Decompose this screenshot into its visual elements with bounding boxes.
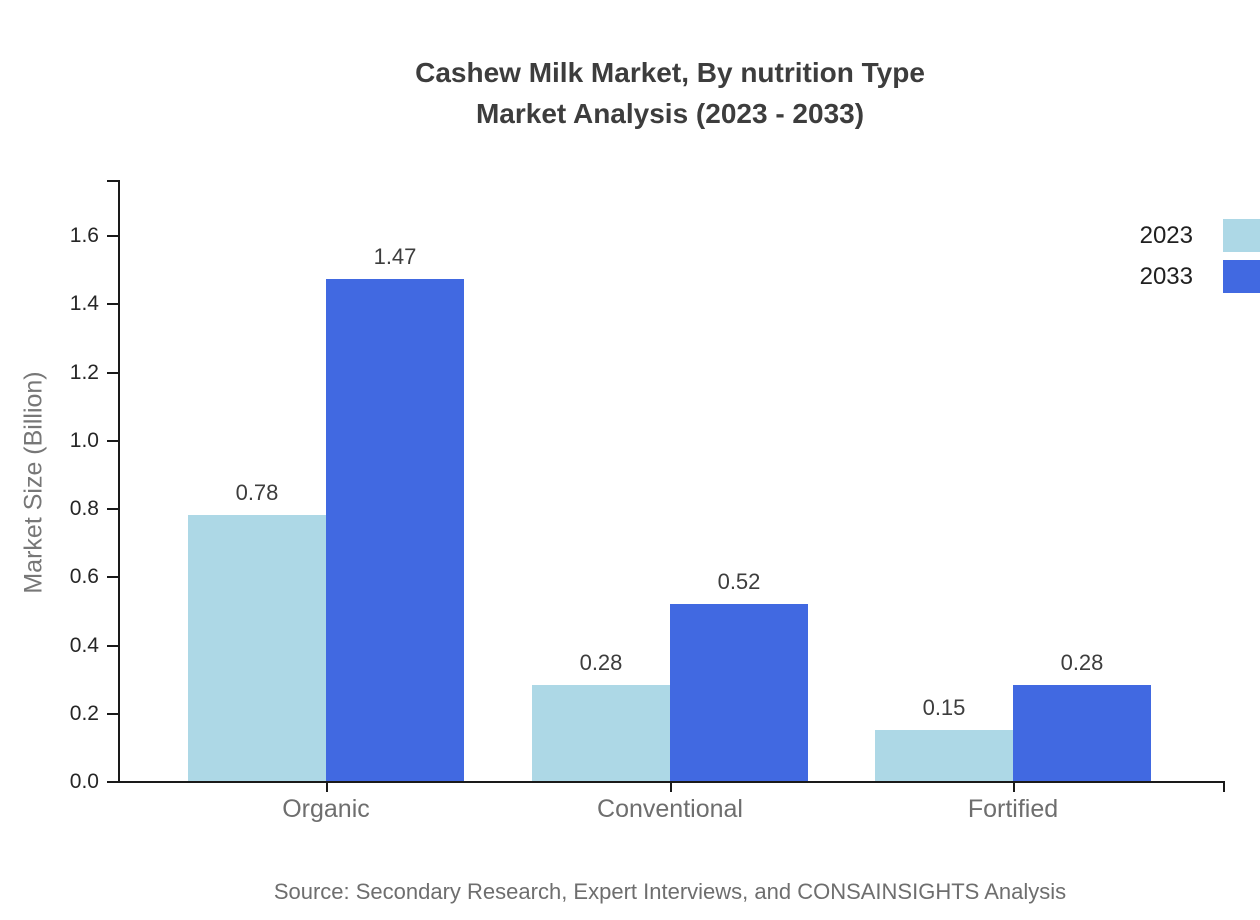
- y-tick-label: 1.4: [69, 292, 99, 316]
- x-tick-label: Organic: [282, 795, 370, 823]
- y-tick-label: 1.2: [69, 360, 99, 384]
- bar-value-label: 0.78: [235, 479, 279, 505]
- x-tick-label: Conventional: [597, 795, 743, 823]
- y-axis-end-tick: [107, 180, 118, 182]
- legend-label: 2023: [1139, 221, 1193, 249]
- x-tick-mark: [326, 781, 328, 792]
- y-axis-line: [118, 180, 120, 783]
- source-attribution: Source: Secondary Research, Expert Inter…: [273, 879, 1067, 904]
- chart-title-line1: Cashew Milk Market, By nutrition Type: [415, 57, 925, 88]
- y-tick-mark: [107, 508, 118, 510]
- bar-2023-organic: [188, 514, 326, 781]
- y-tick-mark: [107, 235, 118, 237]
- legend-item-2023: 2023: [1100, 219, 1260, 252]
- y-tick-mark: [107, 303, 118, 306]
- bar-2033-conventional: [670, 603, 808, 781]
- legend-swatch: [1223, 219, 1260, 252]
- x-tick-mark: [1013, 781, 1015, 792]
- y-tick-mark: [107, 712, 118, 715]
- bar-value-label: 0.28: [1060, 650, 1104, 676]
- y-tick-label: 0.6: [69, 565, 99, 589]
- y-tick-mark: [107, 576, 118, 579]
- x-axis-end-tick: [1223, 781, 1225, 792]
- legend: 2023 2033: [1100, 219, 1260, 301]
- y-tick-mark: [107, 439, 118, 442]
- bar-2033-organic: [326, 279, 464, 781]
- chart-title-line2: Market Analysis (2023 - 2033): [475, 98, 865, 129]
- y-tick-label: 0.0: [69, 770, 99, 793]
- bar-2023-conventional: [532, 685, 670, 781]
- bar-value-label: 0.15: [922, 694, 966, 720]
- y-tick-label: 0.8: [69, 497, 99, 520]
- bar-value-label: 1.47: [373, 244, 417, 270]
- y-tick-label: 1.0: [69, 428, 99, 452]
- y-tick-mark: [107, 781, 118, 783]
- legend-label: 2033: [1139, 262, 1193, 290]
- bar-2023-fortified: [875, 729, 1013, 781]
- bar-value-label: 0.52: [717, 568, 761, 594]
- y-tick-mark: [107, 371, 118, 374]
- legend-swatch: [1223, 260, 1260, 293]
- x-tick-mark: [670, 781, 672, 792]
- chart-title: Cashew Milk Market, By nutrition Type Ma…: [80, 52, 1260, 134]
- y-tick-mark: [107, 644, 118, 647]
- y-tick-label: 0.2: [69, 701, 99, 725]
- legend-item-2033: 2033: [1100, 260, 1260, 293]
- y-tick-label: 0.4: [69, 633, 99, 657]
- x-axis-line: [107, 781, 1225, 783]
- bar-value-label: 0.28: [579, 650, 623, 676]
- y-tick-label: 1.6: [69, 224, 99, 247]
- bar-2033-fortified: [1013, 685, 1151, 781]
- x-tick-label: Fortified: [967, 795, 1059, 823]
